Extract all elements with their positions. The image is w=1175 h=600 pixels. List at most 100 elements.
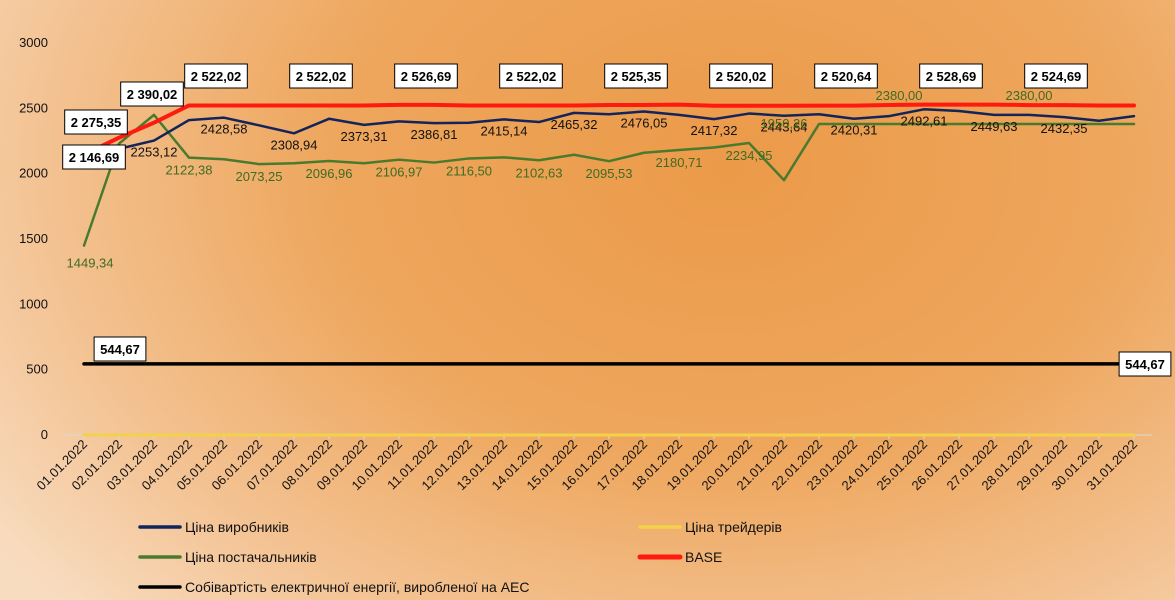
data-point-s2-6 — [293, 162, 295, 165]
data-point-s1-26 — [993, 434, 995, 436]
data-point-s3-11 — [468, 104, 470, 107]
data-point-s4-16 — [643, 363, 645, 365]
data-point-s1-17 — [678, 434, 680, 436]
data-point-s0-25 — [958, 110, 960, 112]
data-point-s2-26 — [993, 123, 995, 125]
series-layer — [82, 102, 1136, 437]
data-label-s2-15: 2095,53 — [586, 166, 633, 181]
label-box — [709, 63, 773, 89]
data-point-s0-11 — [468, 121, 470, 124]
data-point-s0-4 — [223, 116, 225, 119]
data-point-s3-28 — [1063, 104, 1065, 106]
data-point-s1-1 — [118, 434, 120, 436]
label-text: 2 275,35 — [71, 115, 122, 130]
data-point-s1-20 — [783, 434, 785, 436]
boxed-label-s3-4: 2 522,02 — [184, 63, 248, 89]
data-label-s2-11: 2116,50 — [446, 163, 492, 178]
data-point-s2-11 — [468, 157, 470, 160]
label-text: 2 522,02 — [191, 69, 242, 84]
data-point-s2-12 — [503, 156, 505, 159]
data-label-s0-20: 2443,64 — [761, 120, 808, 135]
label-box — [604, 63, 668, 89]
data-point-s2-23 — [888, 123, 890, 125]
data-point-s3-26 — [993, 103, 995, 106]
y-tick-label: 2000 — [19, 166, 48, 181]
data-point-s4-0 — [83, 363, 85, 365]
data-label-s2-17: 2180,71 — [656, 155, 703, 170]
data-label-s2-0: 1449,34 — [67, 256, 114, 271]
data-point-s1-5 — [258, 434, 260, 436]
data-point-s0-2 — [153, 139, 155, 142]
data-point-s2-0 — [83, 244, 85, 247]
data-point-s1-30 — [1133, 434, 1135, 436]
data-point-s3-6 — [293, 104, 295, 107]
data-label-s0-26: 2449,63 — [971, 119, 1018, 134]
data-label-s0-10: 2386,81 — [411, 127, 458, 142]
legend-item-0: Ціна виробників — [138, 519, 289, 535]
data-label-s0-14: 2465,32 — [551, 117, 598, 132]
data-point-s0-17 — [678, 114, 680, 116]
data-point-s0-10 — [433, 122, 435, 124]
data-point-s2-25 — [958, 123, 960, 125]
data-point-s4-26 — [993, 363, 995, 365]
y-tick-label: 2500 — [19, 100, 48, 115]
data-point-s3-12 — [503, 104, 505, 107]
data-label-s0-12: 2415,14 — [481, 123, 528, 138]
data-point-s4-4 — [223, 363, 225, 365]
data-point-s1-19 — [748, 434, 750, 436]
y-tick-label: 3000 — [19, 35, 48, 50]
boxed-label-s3-28: 2 524,69 — [1024, 63, 1088, 89]
boxed-label-s3-1: 2 275,35 — [64, 109, 128, 135]
data-point-s4-5 — [258, 363, 260, 365]
label-text: 2 525,35 — [611, 69, 662, 84]
data-point-s1-7 — [328, 434, 330, 436]
legend-label: Ціна постачальників — [185, 549, 317, 565]
data-label-s0-6: 2308,94 — [271, 137, 318, 152]
data-point-s1-13 — [538, 434, 540, 436]
data-point-s3-4 — [223, 104, 225, 107]
label-text: 2 522,02 — [506, 69, 557, 84]
data-point-s0-30 — [1133, 115, 1135, 117]
data-point-s4-10 — [433, 363, 435, 365]
data-point-s4-20 — [783, 363, 785, 365]
label-text: 2 526,69 — [401, 69, 452, 84]
data-point-s4-25 — [958, 363, 960, 365]
boxed-label-s4-30: 544,67 — [1118, 351, 1172, 377]
data-point-s3-23 — [888, 104, 890, 106]
data-label-s2-23: 2380,00 — [876, 88, 923, 103]
data-point-s2-28 — [1063, 123, 1065, 125]
boxed-label-s3-2: 2 390,02 — [120, 81, 184, 107]
data-point-s0-9 — [398, 120, 400, 123]
data-point-s1-3 — [188, 434, 190, 436]
boxed-label-s3-19: 2 520,02 — [709, 63, 773, 89]
data-point-s1-21 — [818, 434, 820, 436]
data-label-s2-19: 2234,95 — [726, 148, 773, 163]
data-point-s2-22 — [853, 123, 855, 125]
data-point-s3-20 — [783, 104, 785, 107]
label-box — [120, 81, 184, 107]
label-layer: 2253,12 2428,58 2308,94 2373,31 2386,81 2415,… — [62, 63, 1172, 377]
label-text: 544,67 — [100, 342, 140, 357]
data-point-s2-7 — [328, 160, 330, 162]
data-point-s1-4 — [223, 434, 225, 436]
label-box — [394, 63, 458, 89]
data-point-s4-18 — [713, 363, 715, 365]
data-label-s2-7: 2096,96 — [306, 166, 353, 181]
legend-label: Собівартість електричної енергії, виробл… — [185, 579, 530, 595]
label-box — [919, 63, 983, 89]
data-point-s1-27 — [1028, 434, 1030, 436]
data-point-s2-18 — [713, 146, 715, 149]
data-point-s0-3 — [188, 119, 190, 121]
data-point-s4-11 — [468, 363, 470, 365]
data-point-s1-16 — [643, 434, 645, 436]
data-point-s0-27 — [1028, 114, 1030, 116]
label-box — [64, 109, 128, 135]
data-point-s1-9 — [398, 434, 400, 436]
data-label-s0-28: 2432,35 — [1041, 121, 1088, 136]
data-point-s1-12 — [503, 434, 505, 436]
label-box — [1118, 351, 1172, 377]
label-text: 2 522,02 — [296, 69, 347, 84]
data-point-s3-7 — [328, 104, 330, 107]
data-label-s2-20: 1950,26 — [761, 116, 808, 131]
data-point-s3-24 — [923, 103, 925, 106]
